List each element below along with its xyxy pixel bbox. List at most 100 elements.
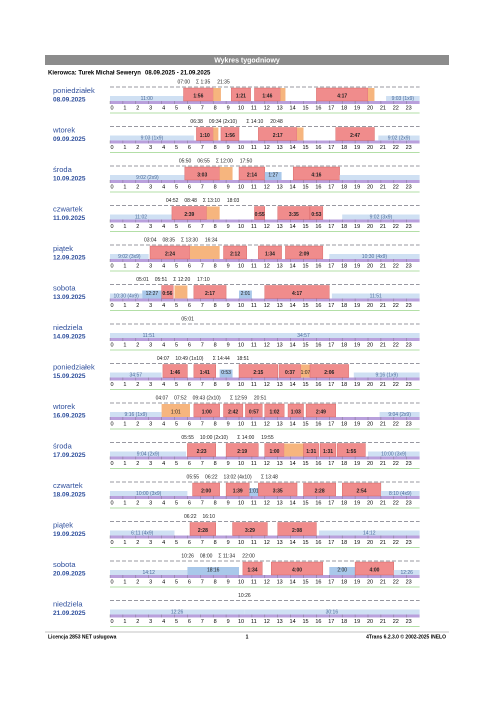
activity-r	[318, 530, 420, 536]
hour-label: 23	[406, 303, 412, 309]
activity-d	[192, 482, 220, 497]
day-name: sobota	[53, 283, 76, 292]
hour-label: 7	[201, 145, 204, 151]
hour-label: 16	[315, 145, 321, 151]
hour-label: 2	[136, 224, 139, 230]
activity-label: 2:47	[350, 133, 360, 139]
hour-label: 5	[175, 382, 178, 388]
activity-d	[278, 364, 302, 378]
time-note: Σ 14:44	[213, 356, 230, 362]
hour-label: 5	[175, 500, 178, 506]
hour-label: 22	[393, 105, 399, 111]
hour-label: 17	[328, 500, 334, 506]
hour-label: 13	[277, 500, 283, 506]
activity-label: 10:00 (3x9)	[136, 491, 162, 497]
hour-label: 15	[302, 579, 308, 585]
day-date: 20.09.2025	[53, 571, 86, 578]
activity-a	[249, 488, 259, 496]
hour-label: 8	[214, 382, 217, 388]
hour-label: 23	[406, 342, 412, 348]
hour-label: 9	[227, 105, 230, 111]
hour-label: 14	[290, 382, 296, 388]
hour-label: 0	[110, 105, 113, 111]
hour-label: 7	[201, 263, 204, 269]
activity-label: 1:07	[301, 370, 311, 376]
hour-label: 8	[214, 105, 217, 111]
hour-label: 5	[175, 342, 178, 348]
hour-label: 13	[277, 303, 283, 309]
hour-label: 21	[380, 540, 386, 546]
activity-d	[285, 245, 324, 260]
activity-r	[378, 135, 420, 141]
hour-label: 8	[214, 461, 217, 467]
hour-label: 18	[341, 224, 347, 230]
hour-label: 23	[406, 500, 412, 506]
hour-label: 19	[354, 145, 360, 151]
activity-label: 1:34	[248, 567, 258, 573]
hour-label: 14	[290, 421, 296, 427]
activity-d	[303, 482, 336, 497]
hour-label: 19	[354, 224, 360, 230]
hour-label: 9	[227, 579, 230, 585]
activity-r	[379, 412, 420, 417]
hour-label: 9	[227, 342, 230, 348]
hour-label: 6	[188, 540, 191, 546]
hour-label: 20	[367, 145, 373, 151]
activity-label: 9:16 (1x9)	[375, 372, 398, 378]
activity-label: 1:41	[200, 370, 210, 376]
hour-label: 20	[367, 579, 373, 585]
hour-label: 16	[315, 619, 321, 625]
hour-label: 9	[227, 421, 230, 427]
day-name: wtorek	[52, 125, 75, 134]
day-date: 11.09.2025	[53, 215, 86, 222]
activity-r	[110, 412, 162, 417]
day-date: 16.09.2025	[53, 413, 86, 420]
hour-label: 20	[367, 619, 373, 625]
activity-w	[297, 127, 304, 141]
hour-label: 11	[251, 303, 257, 309]
hour-label: 0	[110, 303, 113, 309]
activity-label: 4:16	[311, 172, 321, 178]
activity-d	[342, 482, 382, 497]
hour-label: 12	[264, 342, 270, 348]
hour-label: 23	[406, 145, 412, 151]
hour-label: 1	[123, 540, 126, 546]
activity-d	[254, 206, 265, 220]
hour-label: 5	[175, 263, 178, 269]
activity-r	[110, 491, 188, 496]
hour-label: 3	[149, 303, 152, 309]
hour-label: 11	[251, 461, 257, 467]
hour-label: 6	[188, 105, 191, 111]
hour-label: 22	[393, 303, 399, 309]
hour-label: 21	[380, 224, 386, 230]
activity-r	[110, 372, 162, 378]
activity-d	[245, 403, 263, 418]
activity-label: 1:21	[236, 93, 246, 99]
hour-label: 19	[354, 184, 360, 190]
hour-label: 1	[123, 382, 126, 388]
hour-label: 17	[328, 421, 334, 427]
hour-label: 18	[341, 184, 347, 190]
activity-r	[342, 214, 420, 220]
hour-label: 19	[354, 382, 360, 388]
hour-label: 4	[162, 382, 165, 388]
hour-label: 4	[162, 540, 165, 546]
time-note: Σ 13:10	[203, 198, 220, 204]
hour-label: 0	[110, 540, 113, 546]
hour-label: 15	[302, 619, 308, 625]
hour-label: 19	[354, 105, 360, 111]
hour-label: 5	[175, 105, 178, 111]
time-note: 17:50	[240, 158, 253, 164]
hour-label: 5	[175, 184, 178, 190]
day-name: środa	[53, 165, 73, 174]
hour-label: 21	[380, 342, 386, 348]
hour-label: 12	[264, 421, 270, 427]
day-date: 19.09.2025	[53, 531, 86, 538]
activity-label: 1:31	[306, 449, 316, 455]
time-note: 04:07	[156, 395, 169, 401]
activity-d	[193, 285, 227, 299]
hour-label: 3	[149, 342, 152, 348]
hour-label: 15	[302, 421, 308, 427]
activity-label: 0:55	[255, 212, 265, 218]
hour-label: 2	[136, 579, 139, 585]
